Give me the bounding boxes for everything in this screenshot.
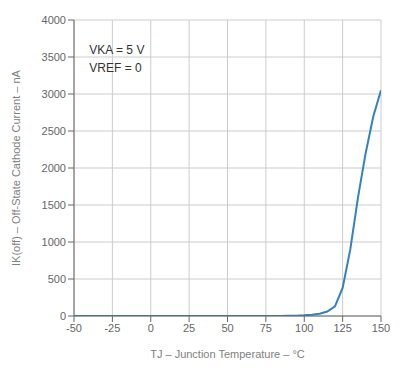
svg-text:-50: -50 <box>66 322 82 334</box>
svg-text:IK(off) – Off-State Cathode Cu: IK(off) – Off-State Cathode Current – nA <box>10 69 22 266</box>
svg-text:3000: 3000 <box>42 88 66 100</box>
svg-text:150: 150 <box>372 322 390 334</box>
svg-text:3500: 3500 <box>42 51 66 63</box>
svg-text:TJ – Junction Temperature – °C: TJ – Junction Temperature – °C <box>150 348 305 360</box>
html-text:VKA = 5 V: VKA = 5 V <box>89 42 145 57</box>
svg-text:1000: 1000 <box>42 236 66 248</box>
svg-text:-25: -25 <box>104 322 120 334</box>
svg-text:4000: 4000 <box>42 14 66 26</box>
svg-text:50: 50 <box>221 322 233 334</box>
svg-text:125: 125 <box>333 322 351 334</box>
svg-text:0: 0 <box>148 322 154 334</box>
svg-text:100: 100 <box>295 322 313 334</box>
svg-text:0: 0 <box>60 310 66 322</box>
svg-text:2500: 2500 <box>42 125 66 137</box>
svg-text:500: 500 <box>48 273 66 285</box>
svg-text:1500: 1500 <box>42 199 66 211</box>
svg-text:25: 25 <box>183 322 195 334</box>
html-text:VREF = 0: VREF = 0 <box>89 60 142 75</box>
svg-text:75: 75 <box>260 322 272 334</box>
svg-text:2000: 2000 <box>42 162 66 174</box>
